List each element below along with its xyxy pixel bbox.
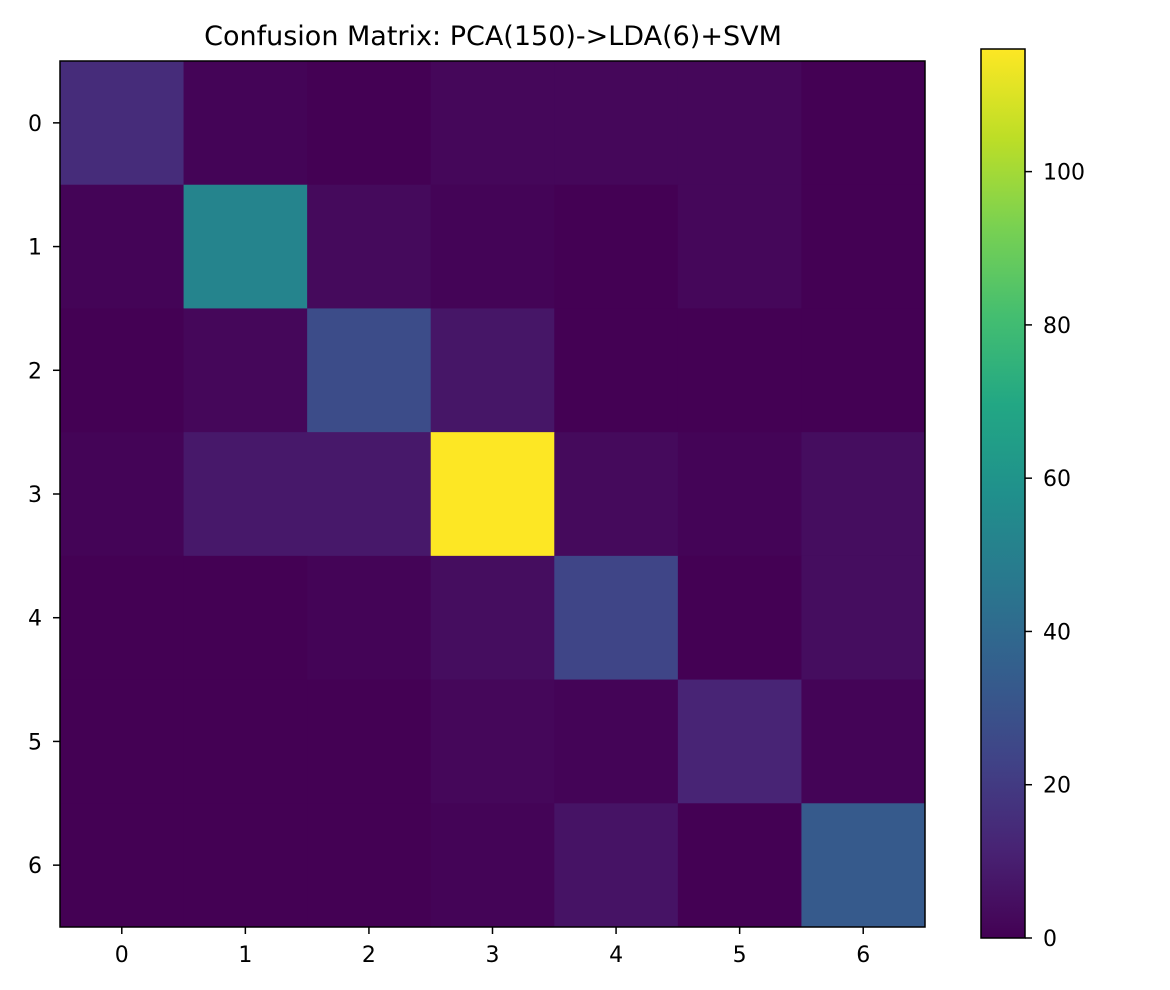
heatmap-cell: [801, 61, 926, 186]
x-tick-label: 3: [486, 943, 500, 968]
colorbar-tick-label: 40: [1043, 620, 1071, 645]
y-axis: 0 1 2 3 4 5 6: [28, 112, 60, 879]
heatmap-cell: [60, 555, 185, 681]
heatmap-cell: [430, 184, 555, 309]
heatmap-cell: [554, 184, 679, 309]
x-tick-label: 2: [362, 943, 376, 968]
y-tick-label: 6: [28, 854, 42, 879]
colorbar-axis: 0 20 40 60 80 100: [1025, 161, 1085, 952]
heatmap-cell: [183, 679, 308, 804]
heatmap-cell: [307, 803, 432, 928]
colorbar-tick-label: 100: [1043, 161, 1085, 186]
colorbar-tick-label: 60: [1043, 467, 1071, 492]
x-tick-label: 4: [609, 943, 623, 968]
heatmap-cell: [677, 308, 802, 433]
y-tick-label: 5: [28, 730, 42, 755]
colorbar-tick-label: 80: [1043, 314, 1071, 339]
heatmap-cell: [430, 803, 555, 928]
heatmap-cell: [677, 432, 802, 557]
heatmap-cell: [677, 803, 802, 928]
heatmap-cell: [554, 803, 679, 928]
heatmap-cell: [677, 679, 802, 804]
heatmap-cell: [430, 61, 555, 186]
heatmap-cell: [430, 432, 555, 557]
heatmap-cell: [554, 679, 679, 804]
heatmap-cell: [801, 308, 926, 433]
y-tick-label: 3: [28, 483, 42, 508]
y-tick-label: 0: [28, 112, 42, 137]
heatmap-cell: [60, 61, 185, 186]
heatmap-cell: [307, 432, 432, 557]
heatmap-cell: [801, 184, 926, 309]
x-tick-label: 5: [733, 943, 747, 968]
heatmap-cell: [677, 61, 802, 186]
heatmap-cell: [60, 308, 185, 433]
chart-title: Confusion Matrix: PCA(150)->LDA(6)+SVM: [204, 21, 782, 52]
colorbar-tick-label: 20: [1043, 774, 1071, 799]
heatmap-cell: [677, 184, 802, 309]
x-axis: 0 1 2 3 4 5 6: [115, 927, 870, 968]
heatmap-cell: [677, 555, 802, 681]
x-tick-label: 6: [856, 943, 870, 968]
y-tick-label: 1: [28, 236, 42, 261]
heatmap-cell: [60, 184, 185, 309]
heatmap-cell: [307, 308, 432, 433]
heatmap-cell: [183, 432, 308, 557]
heatmap-cell: [801, 555, 926, 681]
heatmap-cell: [554, 308, 679, 433]
colorbar: [980, 48, 1026, 939]
heatmap-cell: [307, 184, 432, 309]
heatmap-cell: [183, 803, 308, 928]
heatmap-cell: [60, 432, 185, 557]
y-tick-label: 4: [28, 607, 42, 632]
heatmap-cell: [430, 555, 555, 681]
heatmap-cell: [183, 555, 308, 681]
heatmap-cell: [801, 679, 926, 804]
heatmap-cell: [307, 555, 432, 681]
x-tick-label: 0: [115, 943, 129, 968]
heatmap-cell: [307, 61, 432, 186]
x-tick-label: 1: [238, 943, 252, 968]
heatmap-cell: [183, 308, 308, 433]
heatmap-cell: [430, 679, 555, 804]
y-tick-label: 2: [28, 359, 42, 384]
heatmap-cells: [60, 61, 926, 928]
heatmap-cell: [430, 308, 555, 433]
heatmap-cell: [554, 61, 679, 186]
heatmap-cell: [183, 184, 308, 309]
heatmap-cell: [60, 803, 185, 928]
heatmap-cell: [183, 61, 308, 186]
heatmap-cell: [60, 679, 185, 804]
heatmap-cell: [554, 432, 679, 557]
heatmap-cell: [801, 803, 926, 928]
colorbar-tick-label: 0: [1043, 927, 1057, 952]
heatmap-cell: [801, 432, 926, 557]
heatmap-cell: [554, 555, 679, 681]
heatmap-cell: [307, 679, 432, 804]
